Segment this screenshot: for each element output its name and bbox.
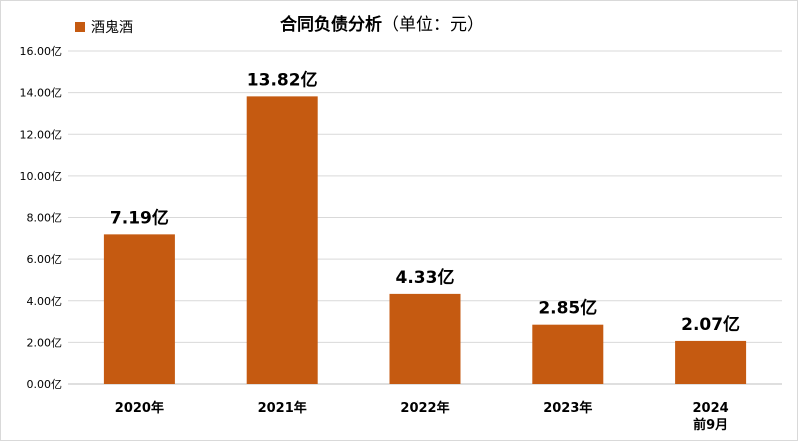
data-label: 2.85亿 <box>538 298 597 319</box>
y-tick-label: 6.00亿 <box>27 253 63 266</box>
data-label: 2.07亿 <box>681 314 740 335</box>
x-tick-label: 2022年 <box>400 400 449 416</box>
data-label: 7.19亿 <box>110 207 169 228</box>
y-tick-label: 14.00亿 <box>20 87 63 100</box>
bar <box>103 234 175 384</box>
x-tick-label: 2024 <box>693 401 729 416</box>
data-label: 4.33亿 <box>396 267 455 288</box>
chart-title-main: 合同负债分析 <box>280 15 382 35</box>
legend: 酒鬼酒 <box>75 17 133 37</box>
chart-title-unit: （单位：元） <box>382 15 484 35</box>
y-tick-label: 8.00亿 <box>27 212 63 225</box>
bar <box>532 324 604 384</box>
legend-swatch <box>75 22 85 32</box>
x-tick-label: 2020年 <box>115 400 164 416</box>
data-label: 13.82亿 <box>247 69 318 90</box>
y-tick-label: 10.00亿 <box>20 170 63 183</box>
legend-label: 酒鬼酒 <box>91 20 133 36</box>
bar <box>675 340 747 384</box>
y-tick-label: 12.00亿 <box>20 128 63 141</box>
bar <box>389 293 461 384</box>
y-tick-label: 16.00亿 <box>20 45 63 58</box>
x-tick-label: 2023年 <box>543 400 592 416</box>
y-tick-label: 2.00亿 <box>27 336 63 349</box>
x-tick-label: 2021年 <box>258 400 307 416</box>
x-tick-label: 前9月 <box>693 417 728 433</box>
bar <box>246 96 318 384</box>
y-tick-label: 4.00亿 <box>27 295 63 308</box>
y-tick-label: 0.00亿 <box>27 378 63 391</box>
chart-title: 合同负债分析（单位：元） <box>280 10 484 35</box>
